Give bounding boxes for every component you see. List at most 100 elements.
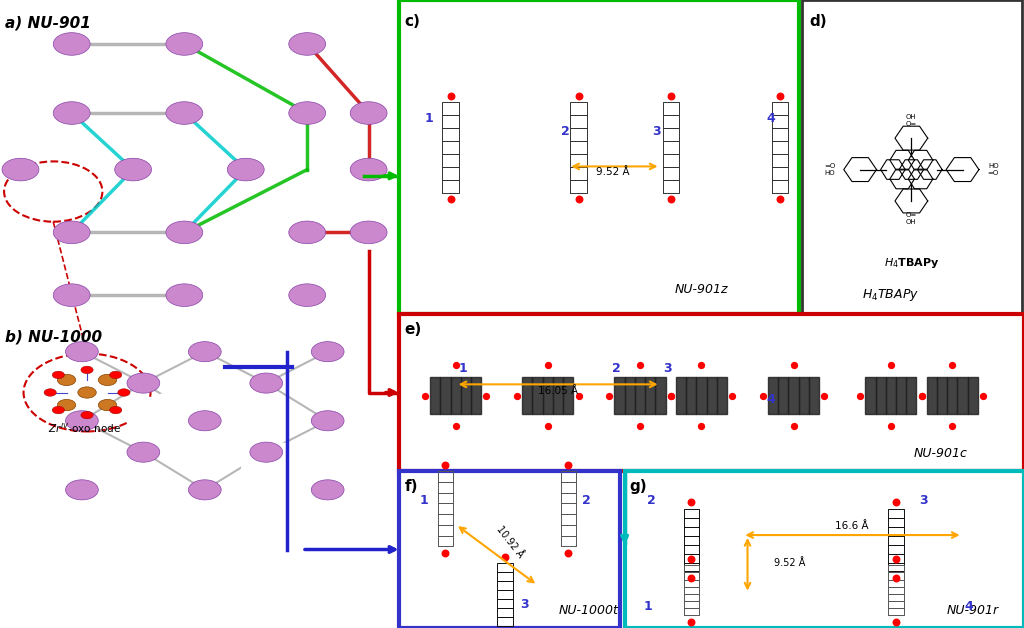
Polygon shape — [906, 377, 916, 414]
Text: 3: 3 — [664, 362, 672, 375]
Circle shape — [241, 443, 333, 499]
Circle shape — [53, 221, 90, 244]
Polygon shape — [957, 377, 968, 414]
Circle shape — [250, 373, 283, 393]
Circle shape — [166, 284, 203, 306]
Circle shape — [53, 284, 90, 306]
Text: 2: 2 — [647, 494, 656, 507]
Circle shape — [311, 480, 344, 500]
Text: 4: 4 — [965, 600, 974, 614]
Polygon shape — [778, 377, 788, 414]
Point — [601, 391, 617, 401]
Polygon shape — [968, 377, 978, 414]
Bar — [399, 471, 620, 628]
Circle shape — [81, 366, 93, 374]
Polygon shape — [635, 377, 645, 414]
Polygon shape — [717, 377, 727, 414]
Polygon shape — [563, 377, 573, 414]
Point — [785, 421, 802, 431]
Circle shape — [24, 354, 151, 431]
Text: 16.05 Å: 16.05 Å — [538, 386, 579, 396]
Text: 2: 2 — [561, 125, 570, 138]
Polygon shape — [645, 377, 655, 414]
Point — [417, 391, 433, 401]
Polygon shape — [876, 377, 886, 414]
Text: 4: 4 — [766, 112, 775, 126]
Text: e): e) — [404, 322, 422, 337]
Text: NU-1000t: NU-1000t — [559, 604, 618, 617]
Polygon shape — [676, 377, 686, 414]
Point — [883, 421, 899, 431]
Text: NU-901z: NU-901z — [675, 283, 728, 296]
Point — [437, 460, 454, 470]
Circle shape — [128, 389, 251, 465]
Circle shape — [118, 389, 130, 396]
Text: NU-901r: NU-901r — [946, 604, 998, 617]
Text: HO
=O: HO =O — [988, 163, 998, 176]
Text: f): f) — [404, 479, 418, 494]
Bar — [0, 0, 394, 314]
Polygon shape — [471, 377, 481, 414]
Text: $Zr^{IV}$-oxo node: $Zr^{IV}$-oxo node — [47, 421, 121, 435]
Point — [888, 554, 904, 564]
Circle shape — [250, 442, 283, 462]
Point — [772, 90, 788, 100]
Circle shape — [188, 480, 221, 500]
Point — [852, 391, 868, 401]
Circle shape — [166, 221, 203, 244]
Point — [437, 548, 454, 558]
Point — [560, 548, 577, 558]
Polygon shape — [927, 377, 937, 414]
Bar — [0, 314, 394, 628]
Point — [724, 391, 740, 401]
Text: OH
O=: OH O= — [906, 114, 916, 127]
Text: 3: 3 — [652, 125, 660, 138]
Circle shape — [188, 342, 221, 362]
Polygon shape — [522, 377, 532, 414]
Circle shape — [66, 411, 98, 431]
Point — [913, 391, 930, 401]
Polygon shape — [865, 377, 876, 414]
Point — [570, 194, 587, 204]
Point — [944, 360, 961, 371]
Polygon shape — [886, 377, 896, 414]
Circle shape — [66, 342, 98, 362]
Text: d): d) — [809, 14, 826, 29]
Text: g): g) — [630, 479, 647, 494]
Polygon shape — [532, 377, 543, 414]
Point — [497, 627, 513, 628]
Point — [888, 573, 904, 583]
Circle shape — [115, 158, 152, 181]
Circle shape — [289, 33, 326, 55]
Polygon shape — [896, 377, 906, 414]
Point — [540, 360, 556, 371]
Circle shape — [81, 411, 93, 419]
Point — [683, 554, 699, 564]
Circle shape — [57, 399, 76, 411]
Circle shape — [227, 158, 264, 181]
Text: 9.52 Å: 9.52 Å — [596, 166, 629, 176]
Polygon shape — [937, 377, 947, 414]
Point — [478, 391, 495, 401]
Point — [683, 573, 699, 583]
Text: 2: 2 — [612, 362, 622, 375]
Point — [663, 391, 679, 401]
Polygon shape — [707, 377, 717, 414]
Point — [816, 391, 833, 401]
Bar — [399, 314, 1024, 471]
Circle shape — [53, 33, 90, 55]
Polygon shape — [686, 377, 696, 414]
Point — [693, 421, 710, 431]
Circle shape — [350, 158, 387, 181]
Text: 3: 3 — [520, 598, 528, 611]
Circle shape — [2, 158, 39, 181]
Text: =O
HO: =O HO — [824, 163, 835, 176]
Point — [683, 497, 699, 507]
Text: 2: 2 — [582, 494, 591, 507]
Circle shape — [98, 374, 117, 386]
Point — [693, 360, 710, 371]
Circle shape — [110, 406, 122, 414]
Text: a) NU-901: a) NU-901 — [5, 16, 91, 31]
Polygon shape — [768, 377, 778, 414]
Polygon shape — [788, 377, 799, 414]
